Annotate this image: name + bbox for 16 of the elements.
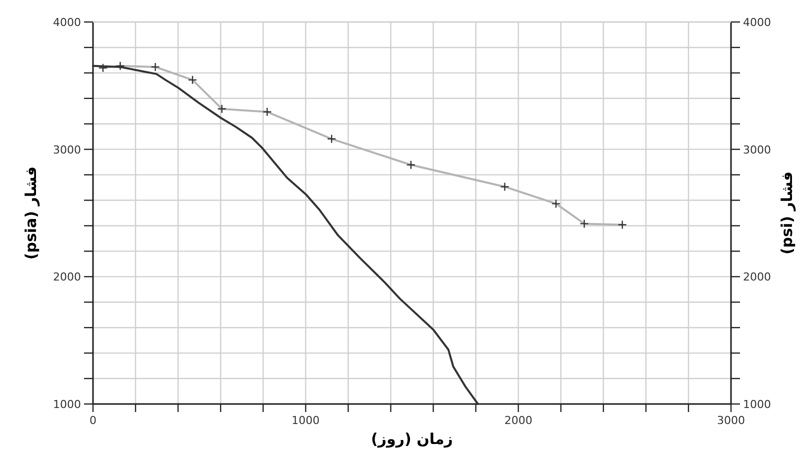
y-tick-label: 4000 [53, 16, 81, 29]
y2-axis-title: فشار (psi) [778, 171, 796, 255]
y-tick-label: 1000 [53, 398, 81, 411]
x-tick-label: 3000 [717, 414, 745, 427]
y2-tick-label: 3000 [743, 143, 771, 156]
point [116, 61, 125, 71]
y2-tick-label: 4000 [743, 16, 771, 29]
x-tick-label: 1000 [292, 414, 320, 427]
x-tick-label: 0 [90, 414, 96, 427]
x-tick-label: 2000 [504, 414, 532, 427]
y-tick-label: 3000 [53, 143, 81, 156]
y-axis-title: فشار (psia) [22, 166, 40, 260]
y2-tick-label: 2000 [743, 270, 771, 284]
y-tick-label: 2000 [53, 270, 81, 284]
x-axis-title: زمان (روز) [371, 430, 453, 448]
y2-tick-label: 1000 [743, 398, 771, 411]
